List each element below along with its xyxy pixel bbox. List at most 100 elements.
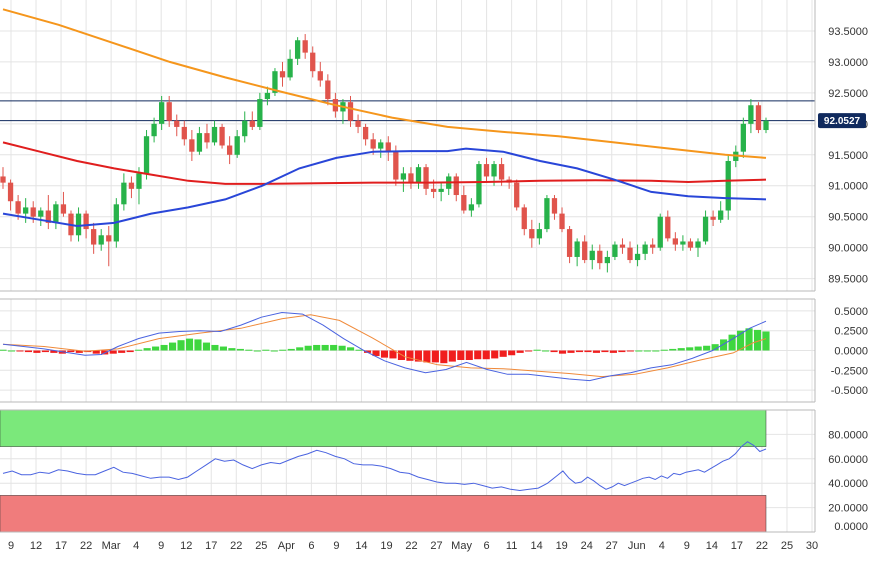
y-tick-label: 0.0000 (834, 521, 868, 533)
y-tick-label: -0.2500 (831, 365, 868, 377)
x-tick-label: 27 (430, 540, 442, 552)
macd-histogram-bar (372, 350, 380, 357)
candle-body (665, 216, 671, 239)
candle-body (672, 238, 678, 245)
macd-histogram-bar (550, 350, 558, 353)
candle-body (650, 244, 656, 248)
x-tick-label: 9 (333, 540, 339, 552)
macd-histogram-bar (7, 350, 16, 352)
last-price-label: 92.0527 (824, 116, 861, 127)
candle-body (514, 182, 520, 208)
macd-histogram-bar (245, 349, 253, 351)
candle-body (748, 105, 754, 124)
macd-histogram-bar (660, 349, 668, 351)
candle-body (566, 229, 573, 257)
candle-body (483, 164, 490, 177)
macd-histogram-bar (330, 344, 338, 351)
candle-body (121, 182, 127, 205)
x-tick-label: 17 (731, 540, 743, 552)
candle-body (763, 120, 769, 131)
candle-body (702, 216, 709, 242)
macd-histogram-bar (160, 344, 168, 351)
candle-body (491, 164, 497, 177)
candle-body (294, 40, 301, 59)
macd-histogram-bar (279, 349, 287, 351)
macd-histogram-bar (558, 350, 567, 354)
macd-histogram-bar (304, 345, 312, 351)
y-tick-label: 20.0000 (828, 503, 868, 515)
macd-histogram-bar (508, 350, 516, 356)
rsi-bands (0, 409, 767, 533)
candle-body (370, 139, 376, 149)
x-tick-label: 22 (405, 540, 417, 552)
candle-body (544, 198, 550, 230)
macd-histogram-bar (92, 350, 100, 354)
x-tick-label: 6 (308, 540, 314, 552)
x-tick-label: 9 (8, 540, 14, 552)
rsi-oversold-band (0, 495, 767, 533)
candle-body (589, 250, 595, 261)
candle-body (166, 102, 172, 121)
candle-body (302, 40, 308, 53)
macd-histogram-bar (24, 350, 32, 353)
rsi-overbought-band (0, 409, 767, 447)
candle-body (7, 182, 14, 202)
macd-histogram-bar (75, 350, 83, 353)
candle-body (83, 213, 89, 230)
x-tick-label: 24 (581, 540, 593, 552)
candle-body (718, 210, 724, 220)
candle-body (174, 120, 180, 127)
rsi-line (2, 441, 767, 492)
macd-histogram-bar (33, 350, 41, 353)
macd-histogram-bar (669, 348, 677, 351)
macd-signal-line (2, 314, 767, 378)
candle-body (60, 204, 67, 214)
candle-body (264, 92, 271, 100)
x-tick-label: Mar (102, 540, 121, 552)
x-tick-label: 14 (355, 540, 367, 552)
moving-average-red (2, 141, 767, 185)
candle-body (325, 80, 331, 100)
x-tick-label: 9 (684, 540, 690, 552)
candle-body (189, 139, 195, 152)
candle-body (536, 229, 543, 239)
macd-histogram-bar (618, 350, 626, 353)
macd-histogram-bar (457, 350, 465, 361)
macd-histogram-bar (567, 350, 575, 353)
candle-body (317, 71, 323, 81)
candle-body (461, 195, 467, 211)
x-tick-label: 17 (55, 540, 67, 552)
x-tick-label: 6 (484, 540, 490, 552)
candle-body (521, 207, 527, 230)
x-tick-label: 14 (706, 540, 718, 552)
macd-histogram-bar (542, 350, 550, 352)
macd-histogram-bar (711, 344, 719, 351)
macd-histogram-bar (592, 350, 601, 353)
y-tick-label: 0.0000 (834, 346, 868, 358)
candle-body (710, 216, 716, 220)
macd-histogram-bar (321, 344, 329, 351)
macd-histogram-bar (584, 350, 592, 353)
candle-body (143, 136, 150, 174)
candle-body (634, 253, 641, 261)
candle-body (642, 244, 648, 254)
macd-histogram-bar (50, 350, 58, 353)
macd-histogram-bar (168, 342, 177, 351)
y-tick-label: 0.2500 (834, 326, 868, 338)
macd-histogram-bar (236, 348, 244, 351)
x-tick-label: 22 (756, 540, 768, 552)
y-tick-label: 92.5000 (828, 88, 868, 100)
x-tick-label: 17 (205, 540, 217, 552)
candle-body (158, 102, 165, 124)
candle-body (438, 188, 444, 192)
macd-histogram-bar (152, 346, 160, 351)
x-tick-label: 12 (180, 540, 192, 552)
y-tick-label: 89.5000 (828, 274, 868, 286)
candle-body (574, 241, 580, 257)
candle-body (211, 126, 218, 143)
x-tick-label: 25 (255, 540, 267, 552)
candle-body (30, 207, 36, 217)
macd-histogram-bar (16, 350, 24, 352)
candle-body (627, 247, 633, 261)
series-layer (0, 8, 815, 492)
